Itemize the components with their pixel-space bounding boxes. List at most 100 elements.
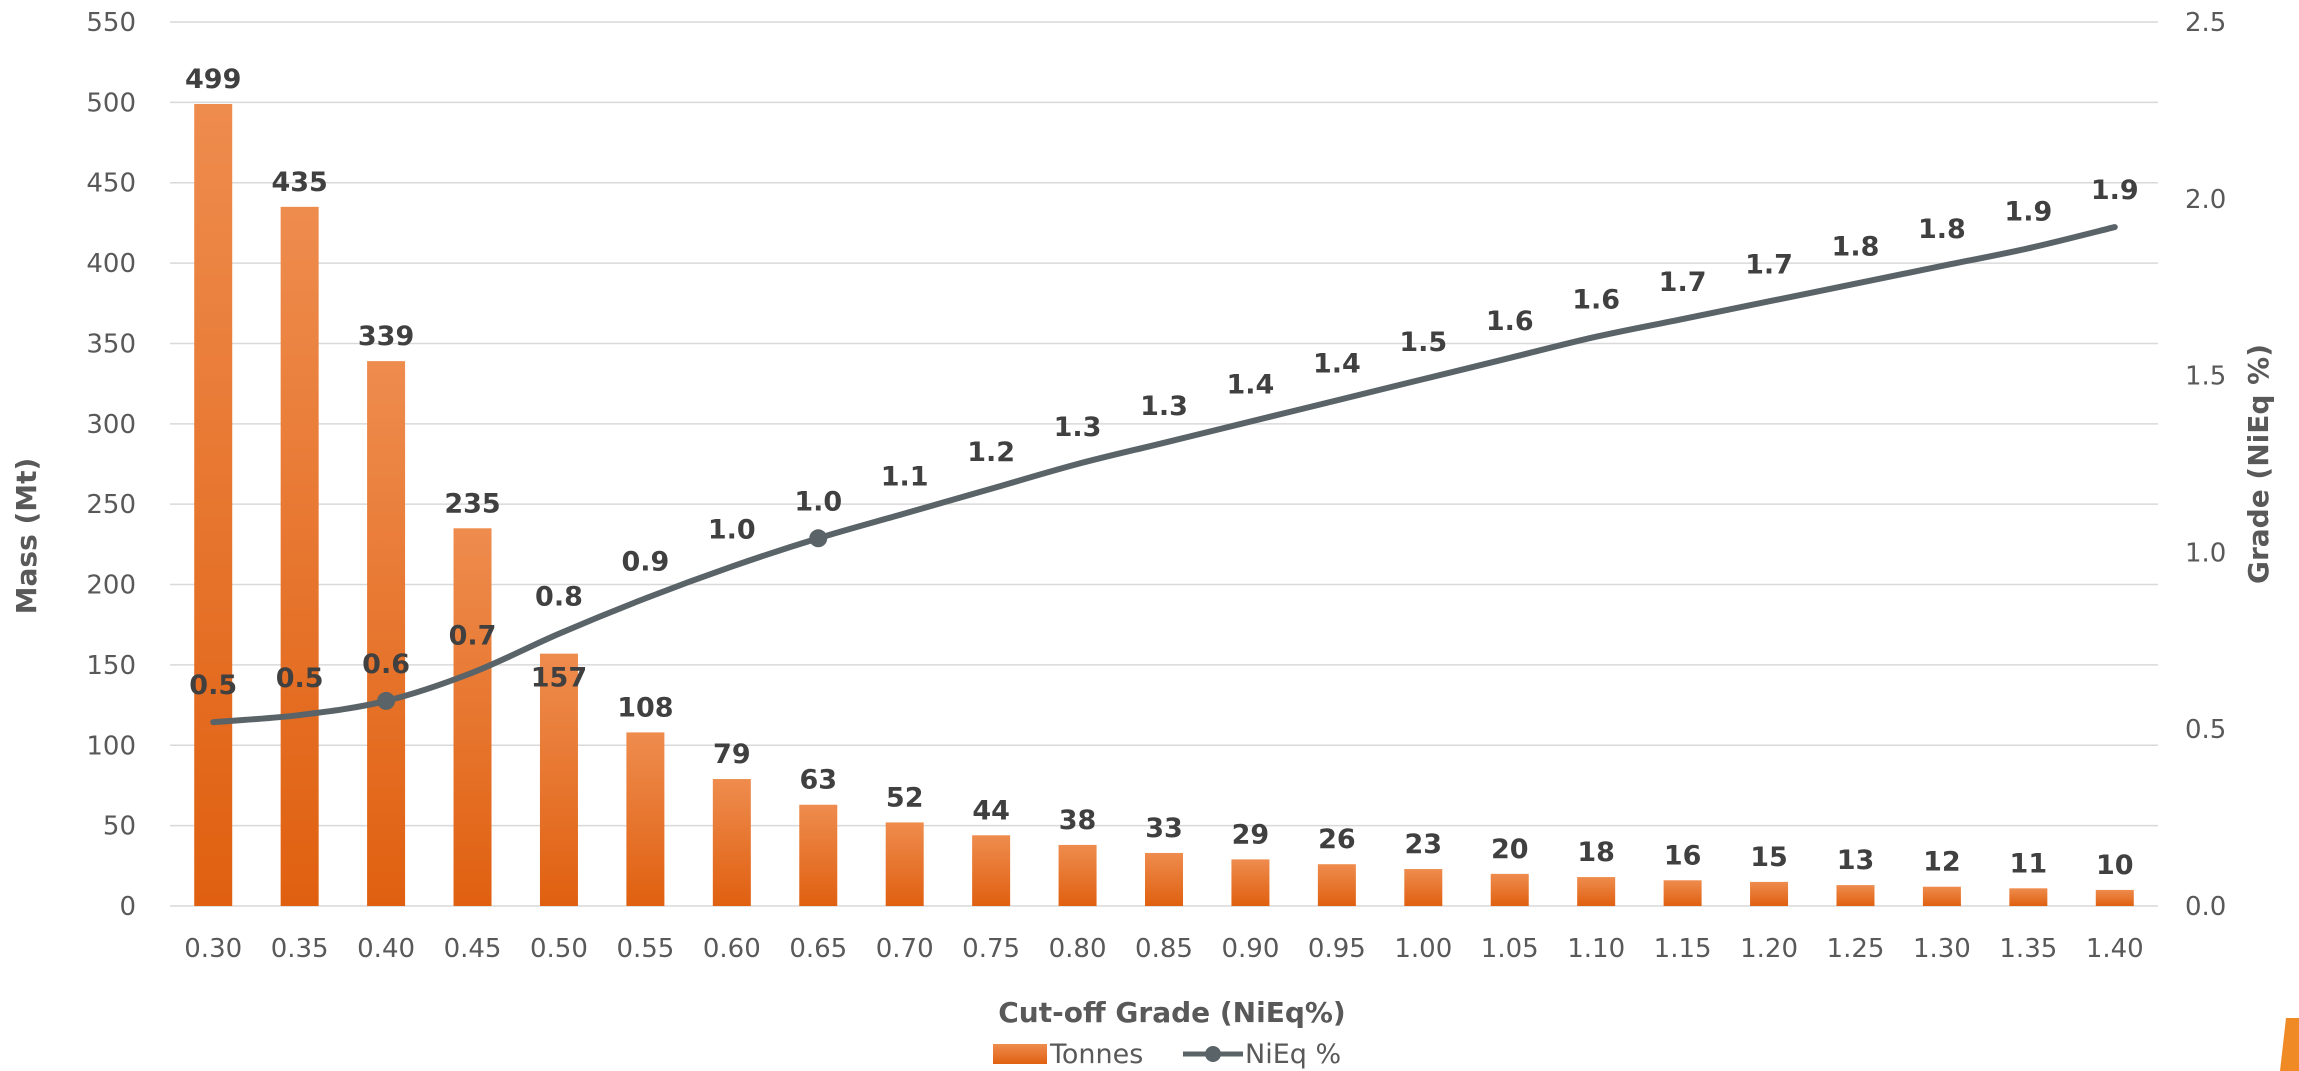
line-data-label: 1.4	[1313, 348, 1361, 379]
bar-tonnes	[1750, 881, 1789, 906]
bar-data-label: 63	[799, 765, 837, 796]
line-data-label: 0.6	[362, 649, 410, 680]
x-tick-label: 0.45	[444, 934, 502, 964]
line-data-label: 1.9	[2004, 196, 2052, 227]
bar-data-label: 29	[1232, 819, 1270, 850]
legend-marker-nieq	[1205, 1046, 1221, 1062]
legend-label-tonnes: Tonnes	[1049, 1039, 1143, 1070]
line-data-label: 1.1	[881, 462, 929, 493]
x-tick-label: 0.50	[530, 934, 588, 964]
line-data-label: 1.6	[1572, 285, 1620, 316]
line-nieq	[210, 224, 2118, 726]
x-tick-label: 1.40	[2086, 934, 2144, 964]
bar-data-label: 157	[531, 663, 587, 694]
bar-tonnes	[712, 779, 751, 906]
bar-tonnes	[1490, 873, 1529, 906]
y2-axis-title: Grade (NiEq %)	[2242, 344, 2275, 584]
x-tick-label: 1.20	[1740, 934, 1798, 964]
bar-tonnes	[2095, 889, 2134, 906]
bar-data-label: 15	[1750, 842, 1788, 873]
y2-tick-label: 2.5	[2185, 8, 2226, 38]
bar-data-label: 339	[358, 321, 414, 352]
y2-tick-label: 1.5	[2185, 362, 2226, 392]
bar-data-label: 79	[713, 739, 751, 770]
line-data-label: 0.5	[276, 663, 324, 694]
bar-data-label: 38	[1059, 805, 1097, 836]
bar-tonnes	[885, 822, 924, 906]
y-tick-label: 150	[86, 651, 136, 681]
bar-tonnes	[972, 835, 1011, 906]
y2-tick-label: 1.0	[2185, 538, 2226, 568]
y-tick-label: 200	[86, 571, 136, 601]
y2-tick-label: 2.0	[2185, 185, 2226, 215]
line-data-label: 1.8	[1918, 214, 1966, 245]
y-tick-label: 0	[119, 892, 136, 922]
line-marker-nieq	[809, 529, 828, 548]
bar-data-label: 44	[972, 795, 1010, 826]
bar-data-label: 435	[271, 167, 327, 198]
bar-tonnes	[799, 804, 838, 906]
y-tick-label: 400	[86, 249, 136, 279]
bar-tonnes	[2009, 888, 2048, 906]
x-tick-label: 0.65	[789, 934, 847, 964]
line-data-label: 1.3	[1140, 391, 1188, 422]
x-tick-label: 1.25	[1827, 934, 1885, 964]
bar-data-label: 499	[185, 64, 241, 95]
x-tick-label: 1.00	[1394, 934, 1452, 964]
line-data-label: 1.7	[1745, 249, 1793, 280]
x-tick-label: 1.35	[1999, 934, 2057, 964]
legend-swatch-tonnes	[993, 1044, 1047, 1064]
line-data-label: 0.5	[189, 670, 237, 701]
y-tick-label: 500	[86, 88, 136, 118]
line-data-label: 1.8	[1832, 232, 1880, 263]
bar-data-label: 20	[1491, 834, 1529, 865]
y-tick-label: 300	[86, 410, 136, 440]
bar-series-tonnes	[194, 103, 2134, 907]
y2-tick-label: 0.5	[2185, 715, 2226, 745]
bar-tonnes	[1922, 886, 1961, 906]
bar-data-label: 11	[2010, 848, 2048, 879]
line-data-label: 0.7	[449, 621, 497, 652]
bar-data-label: 12	[1923, 847, 1961, 878]
line-data-label: 1.7	[1659, 267, 1707, 298]
y-tick-label: 450	[86, 169, 136, 199]
y-axis-title: Mass (Mt)	[10, 458, 43, 615]
bar-tonnes	[1577, 877, 1616, 906]
bar-tonnes	[367, 361, 406, 907]
x-tick-label: 0.90	[1221, 934, 1279, 964]
bar-data-label: 108	[617, 692, 673, 723]
x-tick-label: 0.35	[271, 934, 329, 964]
x-tick-label: 0.40	[357, 934, 415, 964]
bar-data-label: 16	[1664, 840, 1702, 871]
line-data-label: 0.8	[535, 582, 583, 613]
line-data-label: 1.4	[1227, 370, 1275, 401]
line-data-label: 1.2	[967, 437, 1015, 468]
x-tick-label: 1.15	[1654, 934, 1712, 964]
legend: Tonnes NiEq %	[993, 1039, 1341, 1070]
x-tick-label: 0.75	[962, 934, 1020, 964]
x-tick-label: 0.70	[876, 934, 934, 964]
corner-accent-shape	[2280, 1018, 2299, 1071]
bar-tonnes	[280, 206, 319, 906]
line-data-label: 1.9	[2091, 175, 2139, 206]
x-tick-label: 0.60	[703, 934, 761, 964]
bar-tonnes	[194, 103, 233, 907]
line-data-label: 1.0	[708, 515, 756, 546]
bar-tonnes	[1145, 852, 1183, 906]
bar-data-label: 235	[444, 488, 500, 519]
bar-tonnes	[1317, 864, 1356, 906]
x-tick-label: 1.30	[1913, 934, 1971, 964]
line-series-nieq	[210, 224, 2118, 726]
bar-tonnes	[453, 528, 492, 906]
bar-tonnes	[1231, 859, 1270, 906]
x-axis-title: Cut-off Grade (NiEq%)	[998, 996, 1345, 1029]
x-tick-label: 1.05	[1481, 934, 1539, 964]
data-labels: 499 435 339 235 157 108 79 63 52 44 38 33 29 26 23 20 18…	[185, 64, 2139, 881]
bar-data-label: 26	[1318, 824, 1356, 855]
y-tick-label: 550	[86, 8, 136, 38]
bar-tonnes	[1058, 844, 1097, 906]
y-tick-label: 100	[86, 731, 136, 761]
y-tick-label: 350	[86, 329, 136, 359]
line-marker-nieq	[377, 691, 396, 710]
